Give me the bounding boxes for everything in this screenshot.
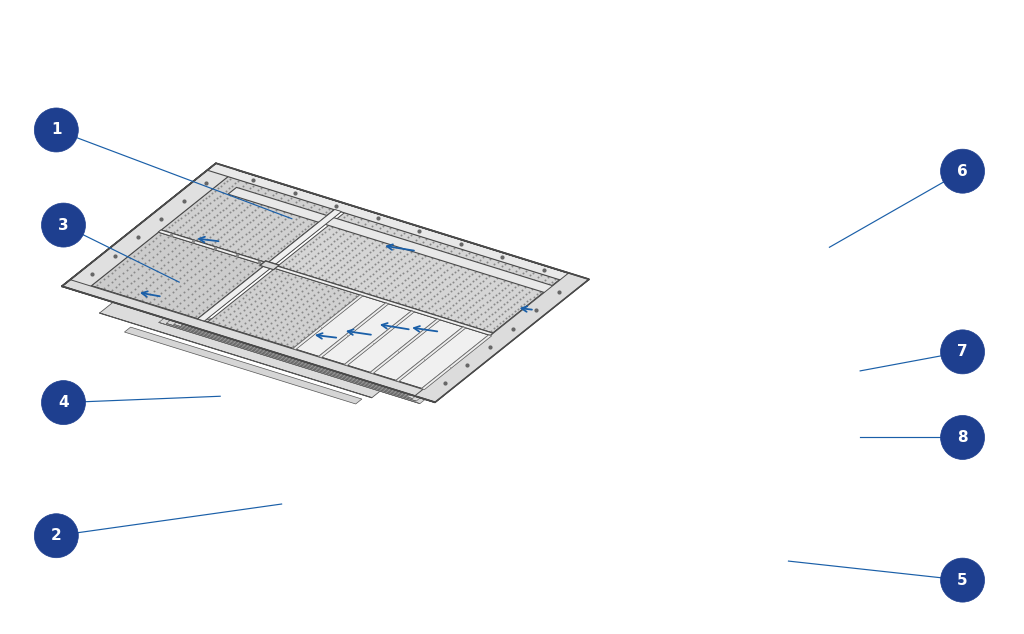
Polygon shape [370,319,440,373]
Polygon shape [62,286,435,403]
Polygon shape [422,335,492,389]
Text: 5: 5 [957,573,968,588]
Polygon shape [208,268,361,349]
Polygon shape [181,325,409,396]
Polygon shape [395,327,466,381]
Polygon shape [62,164,237,293]
Polygon shape [318,303,389,358]
Polygon shape [204,328,397,389]
Polygon shape [83,285,423,396]
Polygon shape [200,327,422,396]
Polygon shape [344,311,415,365]
Circle shape [35,108,78,152]
Polygon shape [91,232,265,319]
Polygon shape [99,313,372,398]
Polygon shape [188,320,413,394]
Polygon shape [415,273,589,403]
Polygon shape [196,327,401,391]
Polygon shape [293,295,362,349]
Polygon shape [422,335,492,389]
Polygon shape [228,188,568,297]
Polygon shape [200,321,429,396]
Text: 8: 8 [957,430,968,445]
Circle shape [941,558,984,602]
Polygon shape [158,230,493,335]
Circle shape [941,330,984,374]
Polygon shape [166,323,416,401]
Text: 1: 1 [51,122,61,138]
Polygon shape [200,317,429,392]
Text: 4: 4 [58,395,69,410]
Polygon shape [200,327,422,396]
Text: 2: 2 [51,528,61,543]
Polygon shape [174,318,420,399]
Polygon shape [200,322,422,392]
Polygon shape [62,280,443,403]
Polygon shape [166,317,424,401]
Circle shape [42,380,85,425]
Polygon shape [260,261,279,269]
Polygon shape [159,316,428,404]
Polygon shape [204,322,406,389]
Polygon shape [260,261,279,269]
Polygon shape [62,163,237,292]
Polygon shape [228,169,568,280]
Polygon shape [159,322,420,404]
Circle shape [941,149,984,193]
Polygon shape [200,325,422,394]
Polygon shape [318,303,389,358]
Polygon shape [62,163,216,287]
Polygon shape [200,325,422,394]
Polygon shape [278,212,560,333]
Polygon shape [370,319,440,373]
Polygon shape [395,327,466,382]
Polygon shape [99,294,396,398]
Polygon shape [415,273,589,402]
Polygon shape [200,320,429,394]
Polygon shape [188,326,404,394]
Polygon shape [237,170,568,273]
Polygon shape [344,311,415,366]
Circle shape [35,514,78,558]
Polygon shape [198,209,341,321]
Polygon shape [174,324,413,399]
Text: 3: 3 [58,217,69,233]
Polygon shape [293,295,362,349]
Circle shape [941,415,984,460]
Polygon shape [125,327,361,404]
Polygon shape [198,209,341,321]
Text: 6: 6 [957,164,968,179]
Polygon shape [200,323,422,392]
Circle shape [42,203,85,247]
Text: 7: 7 [957,344,968,359]
Polygon shape [158,230,493,335]
Polygon shape [161,176,335,263]
Polygon shape [208,164,589,287]
Polygon shape [200,319,429,394]
Polygon shape [200,322,429,396]
Polygon shape [196,321,409,391]
Polygon shape [181,320,417,396]
Polygon shape [200,318,429,392]
Polygon shape [294,295,490,389]
